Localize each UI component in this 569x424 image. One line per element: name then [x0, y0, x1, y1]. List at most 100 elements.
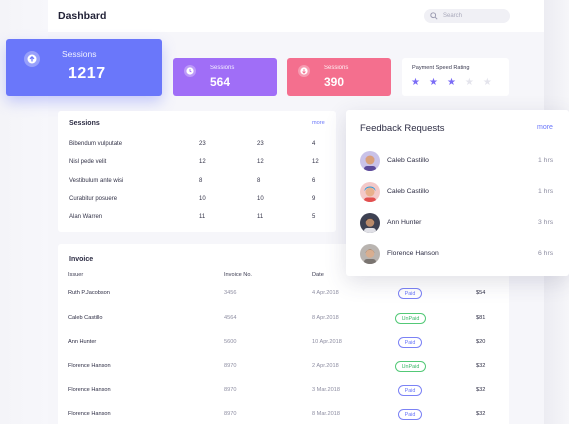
star-rating[interactable]: ★ ★ ★ ★ ★ [411, 78, 492, 88]
invoice-number: 4564 [224, 315, 237, 321]
invoice-amount: $54 [476, 290, 486, 296]
star-icon[interactable]: ★ [411, 77, 420, 88]
table-row[interactable]: Caleb Castillo 4564 8 Apr.2018 UnPaid $81 [58, 313, 509, 327]
payment-speed-rating-card: Payment Speed Rating ★ ★ ★ ★ ★ [402, 58, 509, 96]
invoice-number: 5600 [224, 339, 237, 345]
table-row[interactable]: Nisl pede velit 12 12 12 [58, 159, 336, 173]
status-badge: UnPaid [395, 313, 426, 324]
avatar [360, 182, 380, 202]
table-row[interactable]: Curabitur posuere 10 10 9 [58, 196, 336, 210]
row-value: 12 [257, 159, 264, 165]
row-value: 12 [199, 159, 206, 165]
invoice-amount: $81 [476, 315, 486, 321]
invoice-amount: $32 [476, 387, 486, 393]
invoice-amount: $20 [476, 339, 486, 345]
search-input[interactable]: Search [443, 13, 463, 19]
sessions-more-link[interactable]: more [312, 120, 325, 126]
stat-label: Sessions [210, 65, 235, 71]
stat-label: Sessions [62, 49, 97, 59]
invoice-issuer: Florence Hanson [68, 363, 111, 369]
status-badge: UnPaid [395, 361, 426, 372]
table-row[interactable]: Vestibulum ante wisi 8 8 6 [58, 178, 336, 192]
feedback-name: Ann Hunter [387, 219, 422, 226]
feedback-time: 3 hrs [538, 219, 554, 226]
invoice-issuer: Ann Hunter [68, 339, 97, 345]
feedback-more-link[interactable]: more [537, 124, 553, 131]
rating-label: Payment Speed Rating [412, 65, 470, 71]
invoice-number: 3456 [224, 290, 237, 296]
row-value: 4 [312, 141, 316, 147]
invoice-number: 8970 [224, 411, 237, 417]
row-value: 10 [199, 196, 206, 202]
feedback-item[interactable]: Caleb Castillo 1 hrs [346, 151, 569, 173]
feedback-time: 1 hrs [538, 157, 554, 164]
star-icon[interactable]: ★ [482, 77, 492, 88]
invoice-amount: $32 [476, 363, 486, 369]
search-icon [430, 12, 438, 20]
invoice-date: 8 Mar.2018 [312, 411, 340, 417]
stat-value: 564 [210, 75, 231, 89]
feedback-requests-card: Feedback Requests more Caleb Castillo 1 … [346, 110, 569, 276]
invoice-amount: $32 [476, 411, 486, 417]
table-row[interactable]: Alan Warren 11 11 5 [58, 214, 336, 228]
col-invoice-no: Invoice No. [224, 272, 252, 278]
star-icon[interactable]: ★ [446, 77, 456, 88]
stat-card-sessions-3[interactable]: Sessions 390 [287, 58, 391, 96]
invoice-title: Invoice [69, 256, 94, 263]
clock-icon [184, 65, 196, 77]
row-name: Curabitur posuere [69, 196, 118, 202]
invoice-issuer: Florence Hanson [68, 387, 111, 393]
row-value: 11 [199, 214, 206, 220]
invoice-number: 8970 [224, 363, 237, 369]
invoice-card: Invoice Issuer Invoice No. Date Status A… [58, 244, 509, 424]
stat-value: 390 [324, 75, 345, 89]
row-value: 8 [199, 178, 203, 184]
invoice-issuer: Caleb Castillo [68, 315, 103, 321]
row-value: 11 [257, 214, 264, 220]
feedback-time: 1 hrs [538, 188, 554, 195]
avatar [360, 151, 380, 171]
invoice-date: 8 Apr.2018 [312, 315, 339, 321]
col-issuer: Issuer [68, 272, 84, 278]
sessions-title: Sessions [69, 120, 100, 127]
feedback-time: 6 hrs [538, 250, 554, 257]
invoice-date: 4 Apr.2018 [312, 290, 339, 296]
star-icon[interactable]: ★ [428, 77, 438, 88]
feedback-name: Caleb Castillo [387, 157, 429, 164]
status-badge: Paid [398, 409, 422, 420]
status-badge: Paid [398, 288, 422, 299]
sessions-card: Sessions more Bibendum vulputate 23 23 4… [58, 111, 336, 232]
stat-card-sessions-2[interactable]: Sessions 564 [173, 58, 277, 96]
feedback-name: Florence Hanson [387, 250, 439, 257]
feedback-title: Feedback Requests [360, 123, 445, 134]
invoice-issuer: Ruth P.Jacobson [68, 290, 110, 296]
table-row[interactable]: Florence Hanson 8970 3 Mar.2018 Paid $32 [58, 385, 509, 399]
row-value: 5 [312, 214, 316, 220]
row-value: 10 [257, 196, 264, 202]
status-badge: Paid [398, 385, 422, 396]
table-row[interactable]: Ruth P.Jacobson 3456 4 Apr.2018 Paid $54 [58, 288, 509, 302]
table-row[interactable]: Florence Hanson 8970 8 Mar.2018 Paid $32 [58, 409, 509, 423]
invoice-issuer: Florence Hanson [68, 411, 111, 417]
feedback-item[interactable]: Florence Hanson 6 hrs [346, 244, 569, 266]
row-value: 12 [312, 159, 319, 165]
row-value: 9 [312, 196, 316, 202]
page-title: Dashbard [58, 10, 107, 22]
table-row[interactable]: Florence Hanson 8970 2 Apr.2018 UnPaid $32 [58, 361, 509, 375]
feedback-item[interactable]: Caleb Castillo 1 hrs [346, 182, 569, 204]
col-date: Date [312, 272, 324, 278]
search-box[interactable]: Search [424, 9, 510, 23]
avatar [360, 213, 380, 233]
stat-label: Sessions [324, 65, 349, 71]
row-name: Vestibulum ante wisi [69, 178, 124, 184]
status-badge: Paid [398, 337, 422, 348]
star-icon[interactable]: ★ [464, 77, 474, 88]
row-value: 23 [257, 141, 264, 147]
table-row[interactable]: Ann Hunter 5600 10 Apr.2018 Paid $20 [58, 337, 509, 351]
invoice-number: 8970 [224, 387, 237, 393]
invoice-date: 10 Apr.2018 [312, 339, 342, 345]
feedback-item[interactable]: Ann Hunter 3 hrs [346, 213, 569, 235]
stat-card-sessions-main[interactable]: Sessions 1217 [6, 39, 162, 96]
invoice-date: 2 Apr.2018 [312, 363, 339, 369]
table-row[interactable]: Bibendum vulputate 23 23 4 [58, 141, 336, 155]
